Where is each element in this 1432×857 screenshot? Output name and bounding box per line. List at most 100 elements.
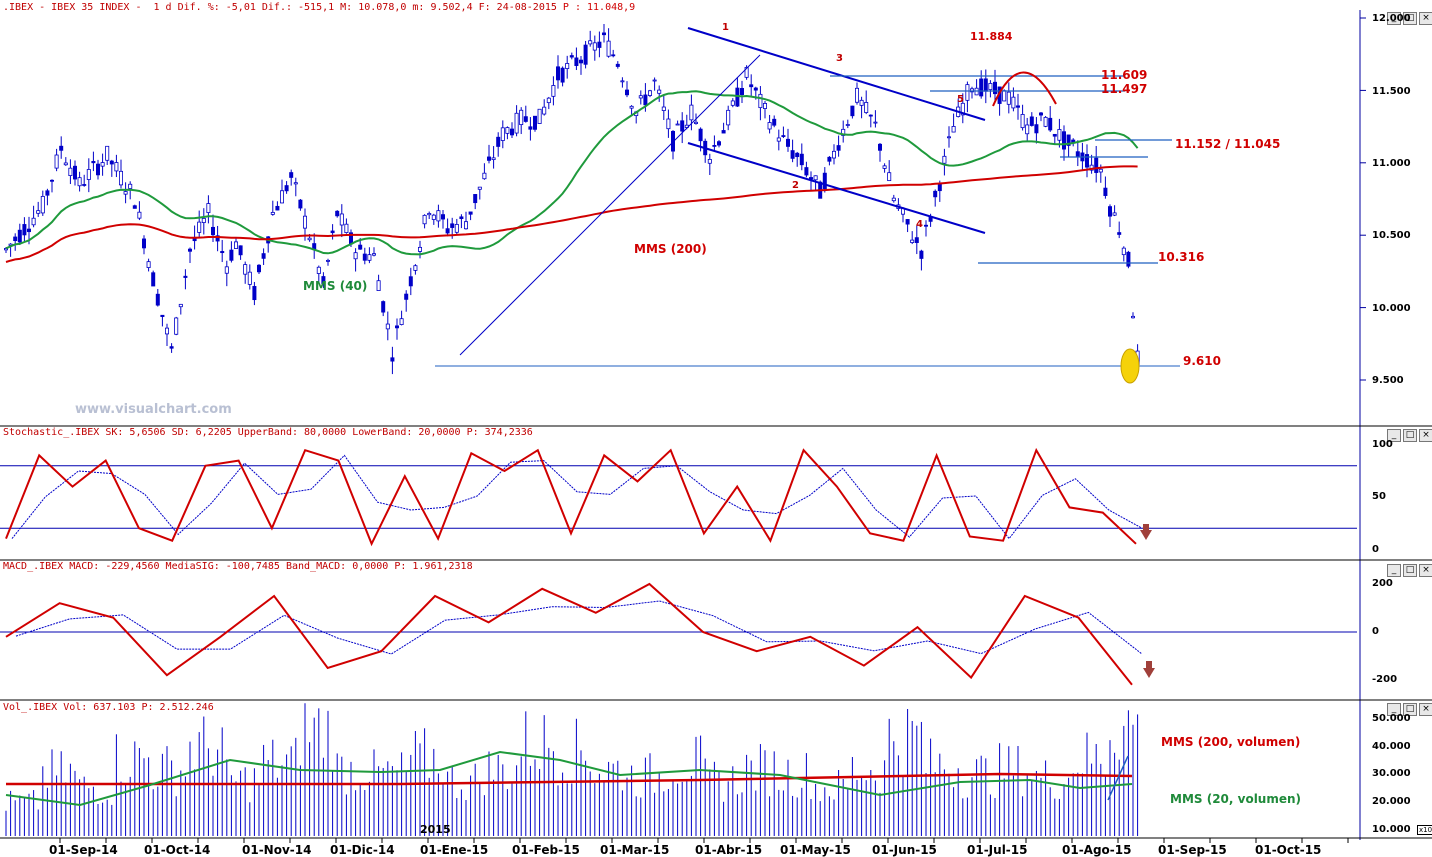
candle-body [344,223,349,233]
minimize-button[interactable]: _ [1387,703,1401,716]
candle-body [588,40,593,45]
candle-body [316,266,321,274]
candle-body [36,210,41,214]
macd-tick: 0 [1372,626,1379,637]
candle-body [486,156,491,161]
candle-body [652,79,657,82]
x-tick: 01-Abr-15 [695,843,763,857]
candle-body [50,179,55,182]
candle-body [859,99,864,106]
vol-tick: 50.000 [1372,713,1411,724]
minimize-button[interactable]: _ [1387,12,1401,25]
candle-body [339,213,344,226]
candle-body [809,177,814,180]
candle-body [229,249,234,261]
candle-body [592,42,597,51]
candle-body [210,226,215,236]
wave-3-label: 3 [836,53,843,64]
candle-body [45,190,50,196]
candle-body [629,105,634,109]
maximize-button[interactable]: □ [1403,12,1417,25]
down-arrow-icon [1143,524,1149,531]
vol-tick: 30.000 [1372,768,1411,779]
candle-body [169,346,174,349]
x-tick: 01-Oct-14 [144,843,211,857]
macd-tick: 200 [1372,578,1393,589]
minimize-button[interactable]: _ [1387,564,1401,577]
candle-body [450,223,455,228]
candle-body [413,265,418,271]
close-button[interactable]: × [1419,703,1432,716]
candle-body [468,211,473,215]
candle-body [390,357,395,362]
candle-body [781,135,786,137]
candle-body [767,122,772,130]
down-arrow-icon [1143,668,1155,678]
candle-body [86,169,91,180]
candle-body [463,221,468,230]
candle-body [1020,114,1025,129]
candle-body [431,214,436,220]
candle-body [1112,212,1117,216]
candle-body [73,165,78,180]
candle-body [827,156,832,162]
candle-body [937,183,942,192]
candle-body [878,143,883,151]
wave-1-label: 1 [722,22,729,33]
volume-pane [5,703,1139,836]
candle-body [436,210,441,222]
candle-body [477,186,482,190]
candle-body [422,214,427,225]
candle-body [887,172,892,182]
candle-body [459,216,464,220]
maximize-button[interactable]: □ [1403,429,1417,442]
candle-body [868,114,873,117]
candle-body [1098,168,1103,173]
candle-body [1066,134,1071,146]
candle-body [850,105,855,117]
candle-body [560,67,565,83]
price-candles [4,23,1140,375]
candle-body [970,88,975,93]
vol-tick: 20.000 [1372,796,1411,807]
candle-body [951,126,956,133]
maximize-button[interactable]: □ [1403,564,1417,577]
candle-body [1016,105,1021,108]
candle-body [565,63,570,69]
vol-tick: 40.000 [1372,741,1411,752]
close-button[interactable]: × [1419,429,1432,442]
candle-body [597,41,602,48]
candle-body [68,167,73,176]
candle-body [924,224,929,227]
candle-body [215,235,220,242]
candle-body [197,221,202,233]
candle-body [698,128,703,142]
close-button[interactable]: × [1419,12,1432,25]
minimize-button[interactable]: _ [1387,429,1401,442]
candle-body [160,314,165,317]
candle-body [427,213,432,216]
stoch-tick: 100 [1372,439,1393,450]
level-11884: 11.884 [970,30,1013,43]
uptrend-line [459,54,761,356]
candle-body [1034,124,1039,134]
maximize-button[interactable]: □ [1403,703,1417,716]
watermark: www.visualchart.com [75,402,232,417]
candle-body [353,252,358,260]
price-tick: 10.500 [1372,230,1411,241]
candle-body [371,253,376,256]
volume-mms20-label: MMS (20, volumen) [1170,792,1302,806]
candle-body [836,145,841,151]
level-11152-11045: 11.152 / 11.045 [1175,137,1281,151]
wave-2-label: 2 [792,180,799,191]
candle-body [4,248,9,251]
candle-body [804,167,809,176]
candle-body [500,127,505,141]
candle-body [763,103,768,109]
candle-body [408,276,413,287]
candle-body [542,106,547,115]
close-button[interactable]: × [1419,564,1432,577]
candle-body [1043,116,1048,127]
candle-body [960,102,965,116]
